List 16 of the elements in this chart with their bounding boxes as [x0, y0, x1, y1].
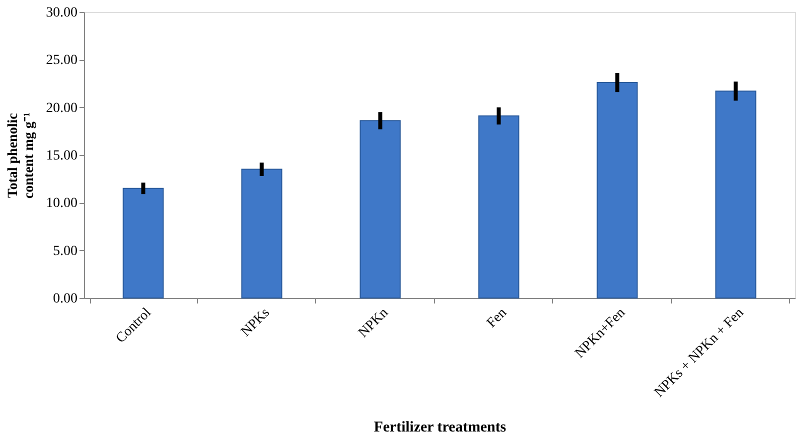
bar: [241, 168, 282, 298]
bar: [122, 188, 164, 298]
y-tick-label: 10.00: [46, 196, 78, 212]
y-tick-label: 0.00: [53, 292, 78, 306]
bar: [715, 90, 756, 298]
y-axis-title: Total phenolic content mg g⁻¹: [6, 112, 37, 199]
y-tick-label: 25.00: [46, 53, 78, 68]
y-tick-label: 5.00: [53, 244, 78, 259]
bar: [360, 120, 401, 298]
y-tick-label: 20.00: [46, 100, 78, 116]
bar: [596, 82, 638, 298]
bar: [478, 115, 520, 298]
y-tick-label: 30.00: [46, 6, 78, 20]
y-tick-label: 15.00: [46, 148, 78, 164]
x-tick-label: Fen: [484, 306, 510, 331]
x-axis-title: Fertilizer treatments: [374, 420, 506, 436]
